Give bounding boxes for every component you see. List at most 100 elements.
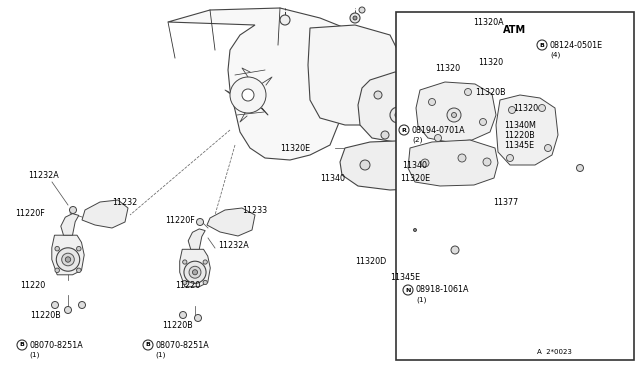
Circle shape [230, 77, 266, 113]
Text: R: R [401, 128, 406, 132]
Text: 11232A: 11232A [28, 170, 59, 180]
Text: (1): (1) [29, 352, 40, 358]
Circle shape [435, 160, 445, 170]
Text: 08070-8251A: 08070-8251A [29, 340, 83, 350]
Circle shape [413, 228, 417, 231]
Circle shape [359, 7, 365, 13]
Circle shape [537, 40, 547, 50]
Circle shape [203, 280, 207, 285]
Text: 11232A: 11232A [218, 241, 249, 250]
Polygon shape [180, 249, 211, 287]
Circle shape [438, 106, 442, 110]
Circle shape [182, 260, 187, 264]
Text: (4): (4) [550, 52, 561, 58]
Circle shape [65, 307, 72, 314]
Circle shape [509, 106, 515, 113]
Circle shape [381, 131, 389, 139]
Text: 11320B: 11320B [475, 87, 506, 96]
Text: 11320E: 11320E [280, 144, 310, 153]
Polygon shape [340, 140, 455, 190]
Circle shape [17, 340, 27, 350]
Polygon shape [308, 25, 400, 125]
Text: 11345E: 11345E [504, 141, 534, 150]
Text: 11340M: 11340M [504, 121, 536, 129]
Polygon shape [496, 95, 558, 165]
Text: 11320E: 11320E [400, 173, 430, 183]
Circle shape [203, 260, 207, 264]
Circle shape [360, 160, 370, 170]
Circle shape [55, 268, 60, 273]
Bar [396, 12, 634, 360]
Circle shape [545, 144, 552, 151]
Circle shape [189, 266, 201, 278]
Text: 11377: 11377 [493, 198, 518, 206]
Circle shape [435, 135, 442, 141]
Circle shape [242, 89, 254, 101]
Text: 11220B: 11220B [504, 131, 535, 140]
Circle shape [434, 102, 446, 114]
Text: 08124-0501E: 08124-0501E [550, 41, 603, 49]
Text: 11320: 11320 [435, 64, 460, 73]
Polygon shape [408, 140, 498, 186]
Text: B: B [20, 343, 24, 347]
Text: A  2*0023: A 2*0023 [537, 349, 572, 355]
Text: 11220F: 11220F [15, 208, 45, 218]
Text: 11320A: 11320A [473, 17, 504, 26]
Circle shape [405, 153, 415, 163]
Text: (1): (1) [416, 297, 426, 303]
Circle shape [51, 301, 58, 308]
Circle shape [350, 13, 360, 23]
Text: ATM: ATM [504, 25, 527, 35]
Text: 11220B: 11220B [30, 311, 61, 320]
Circle shape [56, 248, 80, 271]
Circle shape [429, 99, 435, 106]
Polygon shape [82, 200, 128, 228]
Text: 11340: 11340 [402, 160, 427, 170]
Text: B: B [540, 42, 545, 48]
Polygon shape [61, 214, 79, 235]
Circle shape [451, 246, 459, 254]
Polygon shape [168, 8, 355, 160]
Text: 11220B: 11220B [162, 321, 193, 330]
Text: 11220F: 11220F [165, 215, 195, 224]
Circle shape [411, 81, 419, 89]
Text: 08194-0701A: 08194-0701A [412, 125, 466, 135]
Circle shape [193, 270, 198, 275]
Text: 11220: 11220 [175, 280, 200, 289]
Text: 11232: 11232 [112, 198, 137, 206]
Circle shape [447, 108, 461, 122]
Polygon shape [188, 229, 205, 249]
Circle shape [483, 158, 491, 166]
Text: (1): (1) [155, 352, 166, 358]
Circle shape [77, 268, 81, 273]
Circle shape [399, 125, 409, 135]
Text: 11320: 11320 [513, 103, 538, 112]
Text: (2): (2) [412, 137, 422, 143]
Circle shape [61, 253, 74, 266]
Circle shape [184, 261, 206, 283]
Circle shape [411, 226, 419, 234]
Circle shape [395, 112, 401, 118]
Circle shape [143, 340, 153, 350]
Circle shape [451, 112, 456, 118]
Text: 11320D: 11320D [355, 257, 387, 266]
Circle shape [179, 311, 186, 318]
Text: 11340: 11340 [320, 173, 345, 183]
Circle shape [280, 15, 290, 25]
Circle shape [465, 89, 472, 96]
Polygon shape [207, 208, 255, 236]
Text: 08918-1061A: 08918-1061A [416, 285, 470, 295]
Circle shape [390, 107, 406, 123]
Circle shape [70, 206, 77, 214]
Circle shape [577, 164, 584, 171]
Circle shape [182, 280, 187, 285]
Text: N: N [405, 288, 411, 292]
Circle shape [538, 105, 545, 112]
Polygon shape [416, 82, 496, 142]
Polygon shape [358, 72, 440, 142]
Circle shape [426, 114, 434, 122]
Polygon shape [52, 235, 84, 275]
Text: 11345E: 11345E [390, 273, 420, 282]
Text: 11220: 11220 [20, 280, 45, 289]
Circle shape [195, 314, 202, 321]
